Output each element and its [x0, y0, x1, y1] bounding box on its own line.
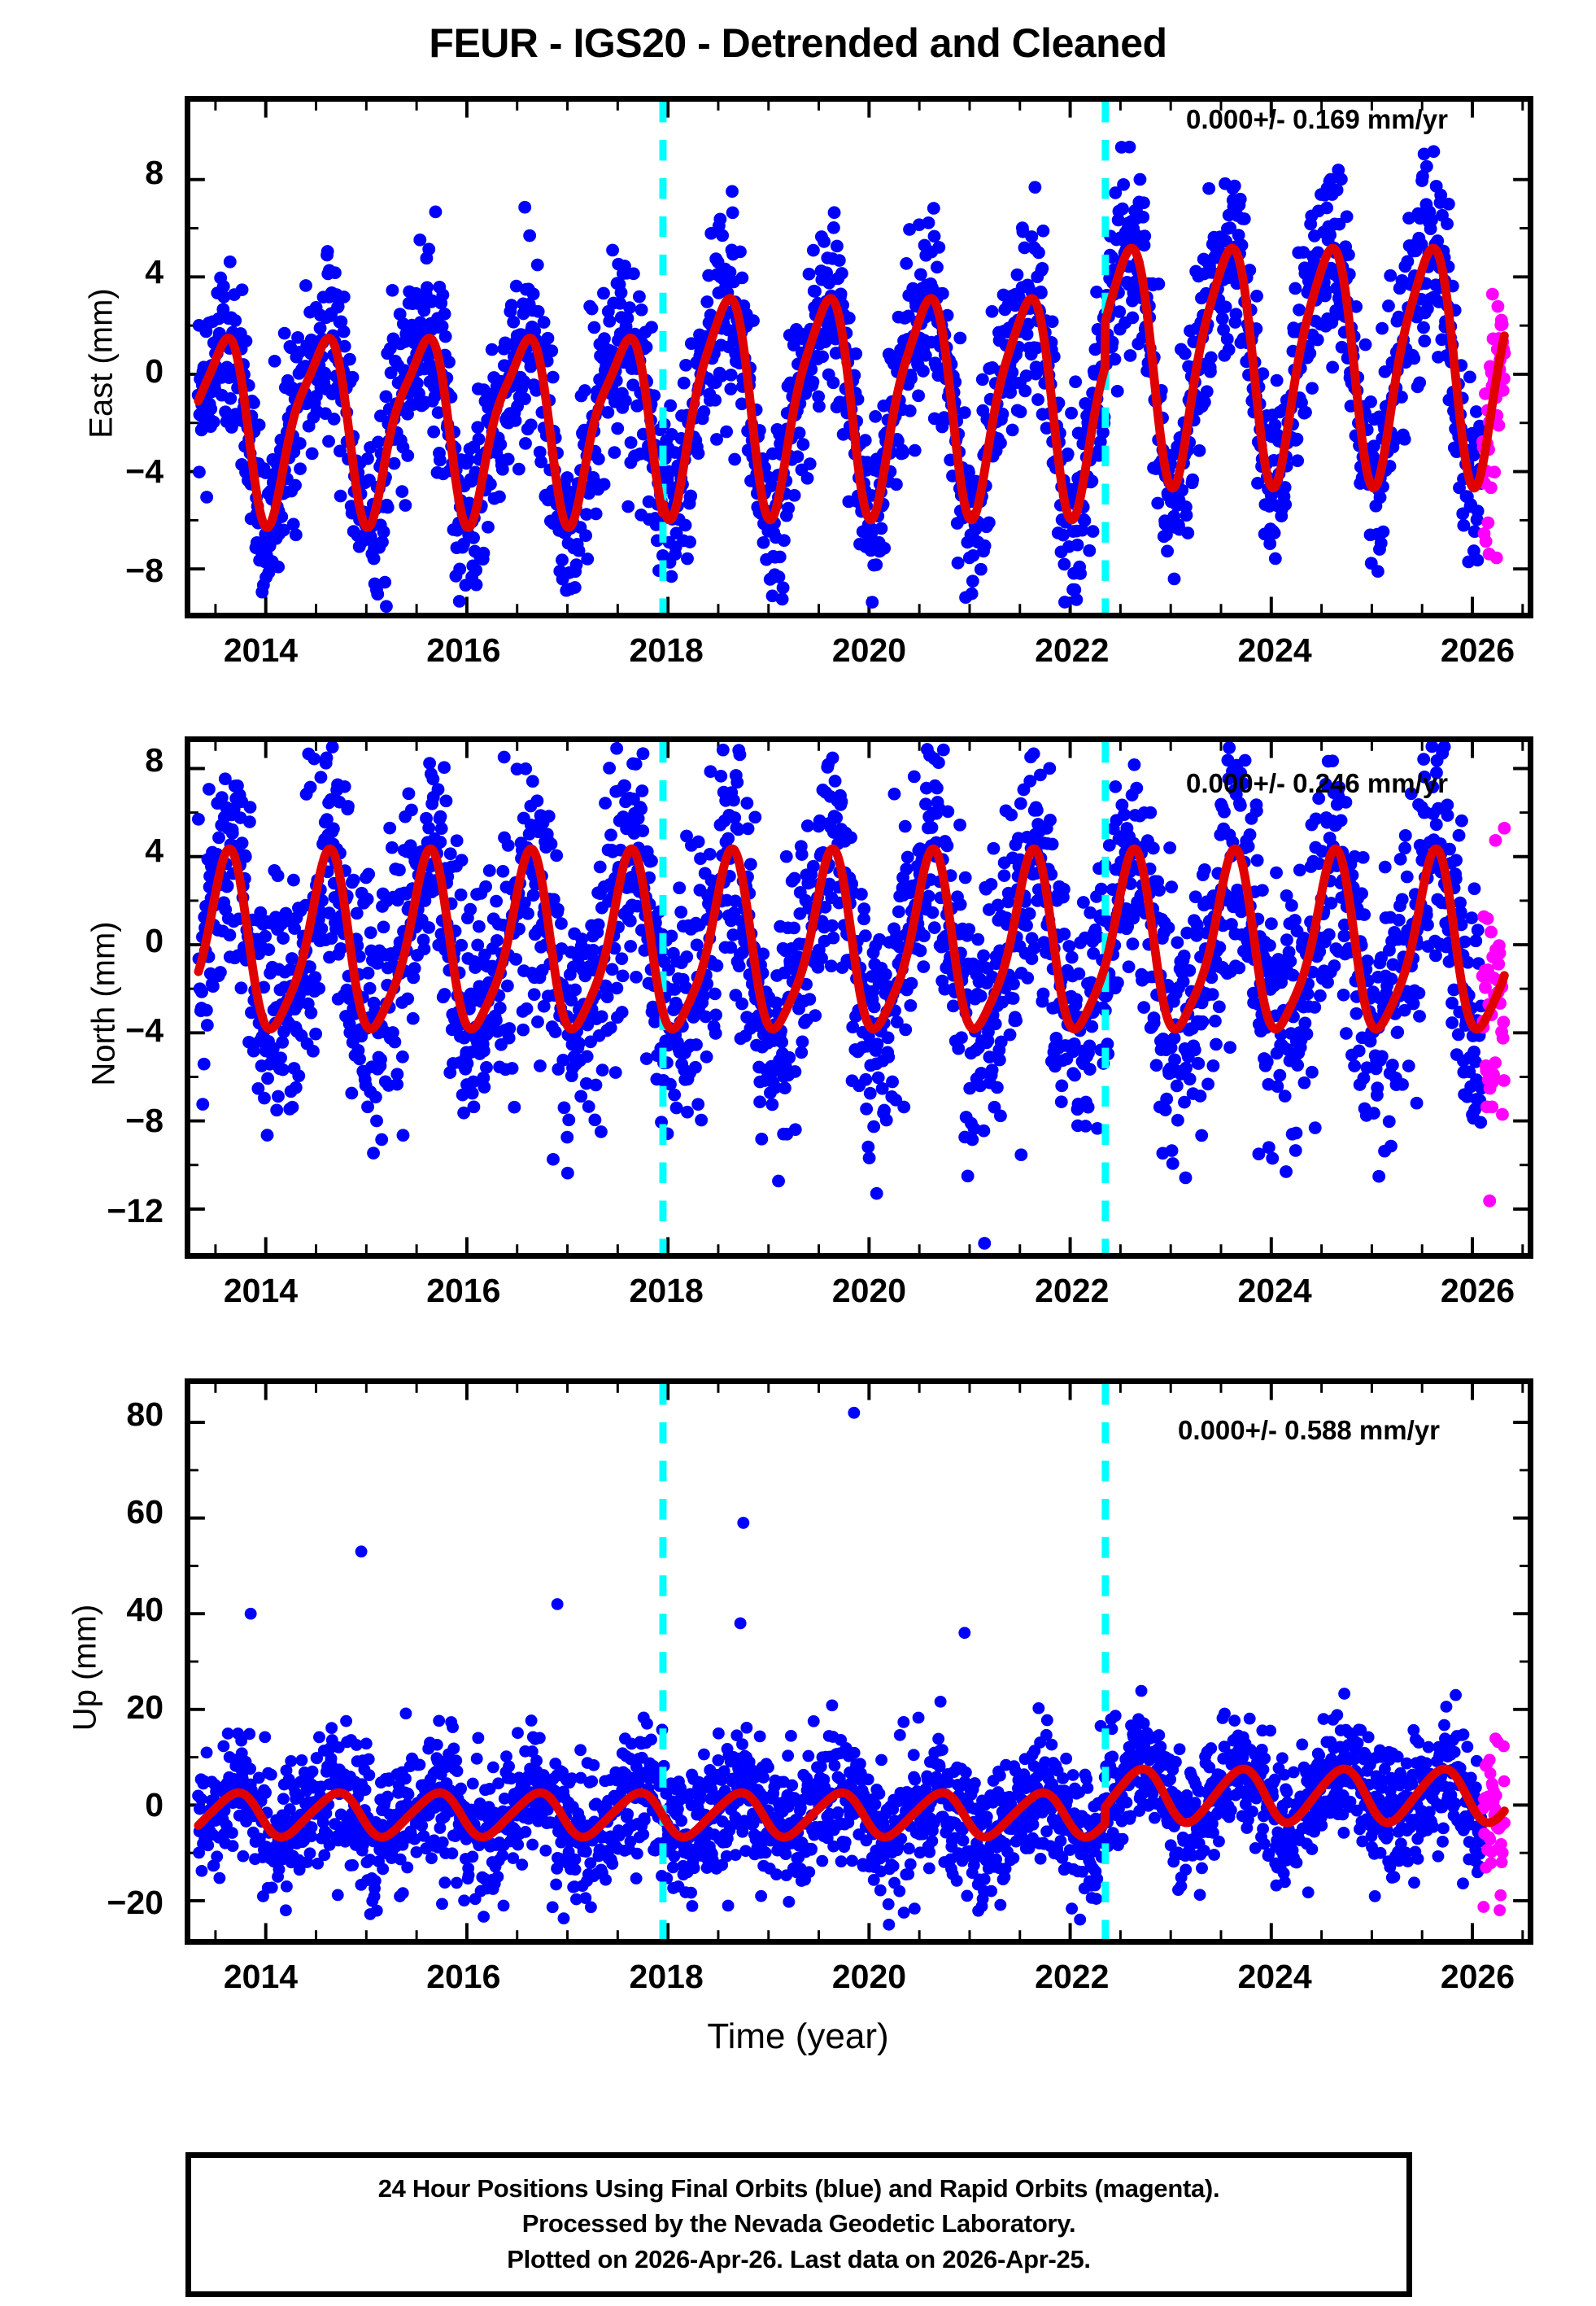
figure-caption-box: 24 Hour Positions Using Final Orbits (bl… — [185, 2152, 1412, 2298]
page-title: FEUR - IGS20 - Detrended and Cleaned — [429, 20, 1167, 66]
plot-frame-up — [185, 1378, 1533, 1945]
panel-up — [185, 1378, 1533, 1945]
plot-frame-east — [185, 96, 1533, 618]
x-tick-label-up: 2020 — [831, 1958, 907, 1995]
x-tick-label-north: 2018 — [629, 1272, 704, 1309]
rate-annotation-north: 0.000+/- 0.246 mm/yr — [1186, 768, 1448, 798]
x-tick-label-east: 2020 — [831, 631, 907, 669]
y-tick-label-north: −8 — [125, 1101, 164, 1139]
y-tick-label-east: 0 — [145, 352, 164, 391]
x-tick-label-east: 2016 — [426, 631, 501, 669]
x-tick-label-east: 2026 — [1440, 631, 1515, 669]
caption-line-1: 24 Hour Positions Using Final Orbits (bl… — [377, 2174, 1220, 2203]
y-tick-label-up: 80 — [126, 1395, 164, 1433]
y-tick-label-north: −4 — [125, 1011, 164, 1050]
rate-annotation-east: 0.000+/- 0.169 mm/yr — [1186, 104, 1448, 134]
y-tick-label-up: 40 — [126, 1591, 164, 1628]
y-tick-label-north: 4 — [145, 831, 164, 869]
y-tick-label-up: 60 — [126, 1493, 164, 1531]
plot-canvas-north — [190, 742, 1528, 1253]
axis-label-north: North (mm) — [85, 921, 122, 1086]
panel-east — [185, 96, 1533, 618]
x-tick-label-up: 2018 — [629, 1958, 704, 1995]
y-tick-label-up: 0 — [145, 1786, 164, 1823]
y-tick-label-east: 8 — [145, 153, 164, 191]
x-tick-label-north: 2024 — [1237, 1272, 1312, 1309]
y-tick-label-up: 20 — [126, 1688, 164, 1726]
panel-north — [185, 736, 1533, 1259]
x-tick-label-up: 2024 — [1237, 1958, 1312, 1995]
y-tick-label-north: 8 — [145, 741, 164, 780]
axis-label-up: Up (mm) — [67, 1604, 103, 1732]
x-tick-label-up: 2016 — [426, 1958, 501, 1995]
plot-canvas-east — [190, 102, 1528, 613]
y-tick-label-east: −8 — [125, 551, 164, 589]
x-axis-title: Time (year) — [707, 2016, 889, 2056]
x-tick-label-east: 2014 — [223, 631, 299, 669]
x-tick-label-east: 2024 — [1237, 631, 1312, 669]
y-tick-label-up: −20 — [107, 1884, 164, 1921]
y-tick-label-north: 0 — [145, 921, 164, 959]
y-tick-label-east: −4 — [125, 452, 164, 490]
x-tick-label-north: 2020 — [831, 1272, 907, 1309]
y-tick-label-east: 4 — [145, 253, 164, 291]
x-tick-label-up: 2022 — [1035, 1958, 1110, 1995]
x-tick-label-north: 2026 — [1440, 1272, 1515, 1309]
plot-canvas-up — [190, 1384, 1528, 1939]
x-tick-label-east: 2022 — [1035, 631, 1110, 669]
x-tick-label-east: 2018 — [629, 631, 704, 669]
rate-annotation-up: 0.000+/- 0.588 mm/yr — [1178, 1415, 1440, 1445]
caption-line-3: Plotted on 2026-Apr-26. Last data on 202… — [507, 2244, 1091, 2273]
y-tick-label-north: −12 — [107, 1191, 164, 1229]
x-tick-label-north: 2016 — [426, 1272, 501, 1309]
x-tick-label-north: 2022 — [1035, 1272, 1110, 1309]
plot-frame-north — [185, 736, 1533, 1259]
x-tick-label-up: 2014 — [223, 1958, 299, 1995]
caption-line-2: Processed by the Nevada Geodetic Laborat… — [521, 2209, 1076, 2238]
x-tick-label-up: 2026 — [1440, 1958, 1515, 1995]
x-tick-label-north: 2014 — [223, 1272, 299, 1309]
